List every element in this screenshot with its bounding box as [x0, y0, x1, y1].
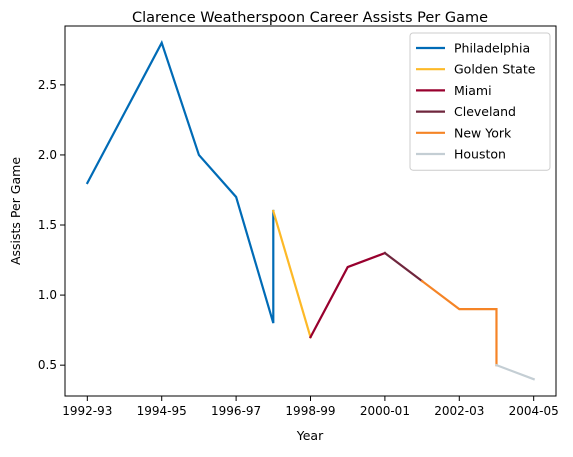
x-tick-label-4: 2000-01 [360, 404, 410, 418]
series-line-1 [271, 209, 312, 339]
legend-label-1: Golden State [454, 62, 536, 77]
x-tick-label-0: 1992-93 [62, 404, 112, 418]
x-axis-label: Year [296, 428, 324, 443]
x-tick-label-5: 2002-03 [434, 404, 484, 418]
y-axis-ticks: 0.5 1.0 1.5 2.0 2.5 [38, 78, 65, 372]
y-axis-label: Assists Per Game [8, 157, 23, 265]
y-tick-label-2: 1.5 [38, 218, 57, 232]
series-line-0 [85, 40, 275, 324]
x-tick-label-1: 1994-95 [137, 404, 187, 418]
y-tick-label-0: 0.5 [38, 358, 57, 372]
series-line-3 [383, 251, 424, 283]
series-layer [85, 40, 536, 381]
legend-label-3: Cleveland [454, 104, 516, 119]
series-line-5 [495, 363, 536, 381]
legend: Philadelphia Golden State Miami Cleveland Ne… [409, 32, 551, 171]
series-line-4 [420, 279, 498, 367]
x-tick-label-3: 1998-99 [285, 404, 335, 418]
x-tick-label-2: 1996-97 [211, 404, 261, 418]
x-tick-label-6: 2004-05 [509, 404, 559, 418]
y-tick-label-3: 2.0 [38, 148, 57, 162]
legend-label-0: Philadelphia [454, 41, 530, 56]
series-line-2 [309, 251, 387, 339]
y-tick-label-4: 2.5 [38, 78, 57, 92]
legend-label-2: Miami [454, 83, 492, 98]
y-tick-label-1: 1.0 [38, 288, 57, 302]
legend-label-5: Houston [454, 147, 506, 162]
x-axis-ticks: 1992-93 1994-95 1996-97 1998-99 2000-01 2002-… [62, 396, 559, 418]
legend-box [409, 32, 551, 171]
legend-label-4: New York [454, 125, 512, 140]
chart-title: Clarence Weatherspoon Career Assists Per… [132, 10, 488, 26]
